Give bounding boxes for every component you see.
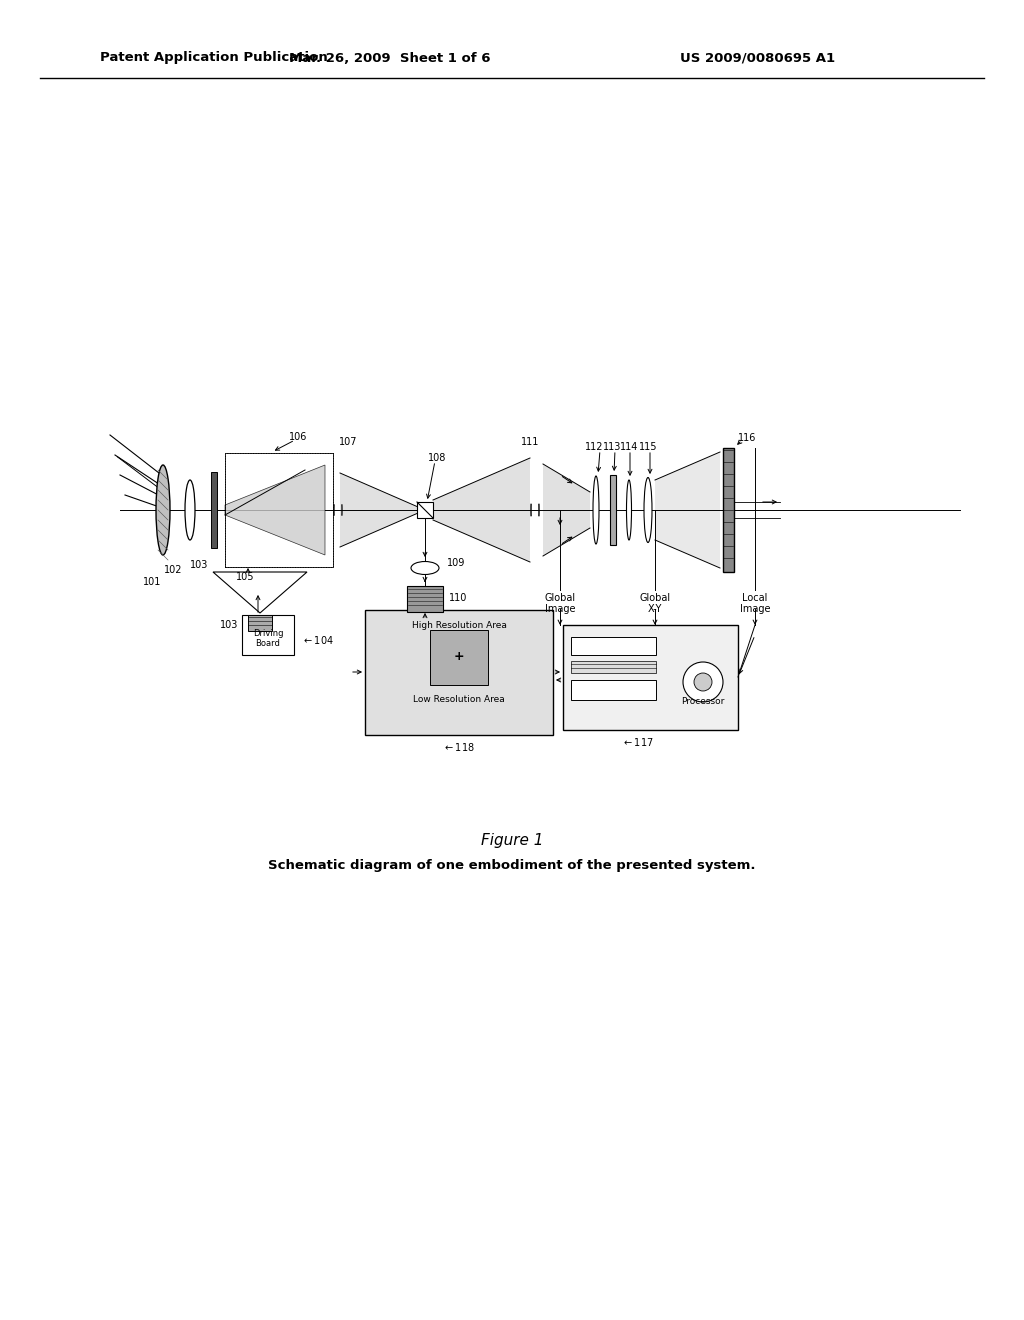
Text: Global: Global (639, 593, 671, 603)
Bar (563, 624, 738, 730)
Text: +: + (454, 651, 464, 664)
Text: 103: 103 (219, 620, 238, 630)
Text: Global: Global (545, 593, 575, 603)
Ellipse shape (593, 477, 599, 544)
Ellipse shape (644, 478, 652, 543)
Ellipse shape (411, 561, 439, 574)
Bar (242, 615, 294, 655)
Text: 102: 102 (164, 565, 182, 576)
Text: 115: 115 (639, 442, 657, 451)
Ellipse shape (156, 465, 170, 554)
Text: 113: 113 (603, 442, 622, 451)
Text: High Resolution Area: High Resolution Area (412, 620, 507, 630)
Text: US 2009/0080695 A1: US 2009/0080695 A1 (680, 51, 836, 65)
Text: 114: 114 (620, 442, 638, 451)
Text: Local: Local (742, 593, 768, 603)
Text: 103: 103 (189, 560, 208, 570)
Circle shape (683, 663, 723, 702)
Text: Figure 1: Figure 1 (480, 833, 544, 847)
Bar (571, 680, 656, 700)
Text: 111: 111 (521, 437, 540, 447)
Polygon shape (433, 458, 530, 562)
Bar (225, 453, 333, 568)
Text: Mar. 26, 2009  Sheet 1 of 6: Mar. 26, 2009 Sheet 1 of 6 (289, 51, 490, 65)
Text: X-Y: X-Y (648, 605, 663, 614)
Bar (571, 638, 656, 655)
Text: Low Resolution Area: Low Resolution Area (413, 696, 505, 705)
Polygon shape (340, 473, 425, 546)
Text: $\leftarrow$118: $\leftarrow$118 (443, 741, 475, 752)
Bar (417, 502, 433, 517)
Bar (211, 473, 217, 548)
Text: Patent Application Publication: Patent Application Publication (100, 51, 328, 65)
Circle shape (694, 673, 712, 690)
Polygon shape (543, 465, 590, 556)
Text: 116: 116 (738, 433, 757, 444)
Bar (365, 610, 553, 735)
Text: 107: 107 (339, 437, 357, 447)
Ellipse shape (627, 480, 632, 540)
Bar (723, 447, 734, 572)
Text: Image: Image (739, 605, 770, 614)
Text: 109: 109 (447, 558, 465, 568)
Ellipse shape (185, 480, 195, 540)
Bar (430, 630, 488, 685)
Text: 101: 101 (143, 577, 162, 587)
Text: Driving: Driving (253, 628, 284, 638)
Text: Processor: Processor (681, 697, 725, 705)
Text: $\leftarrow$117: $\leftarrow$117 (623, 737, 654, 748)
Bar (610, 475, 616, 545)
Text: 108: 108 (428, 453, 446, 463)
Text: Schematic diagram of one embodiment of the presented system.: Schematic diagram of one embodiment of t… (268, 858, 756, 871)
Text: Image: Image (545, 605, 575, 614)
Bar (571, 661, 656, 673)
Text: 110: 110 (449, 593, 467, 603)
Polygon shape (225, 465, 325, 554)
Text: $\leftarrow$104: $\leftarrow$104 (302, 634, 334, 645)
Text: Board: Board (256, 639, 281, 648)
Text: 105: 105 (236, 572, 254, 582)
Polygon shape (655, 451, 720, 568)
Bar (225, 453, 333, 568)
Bar (248, 615, 272, 631)
Bar (407, 586, 443, 612)
Text: 106: 106 (289, 432, 307, 442)
Text: 112: 112 (585, 442, 603, 451)
